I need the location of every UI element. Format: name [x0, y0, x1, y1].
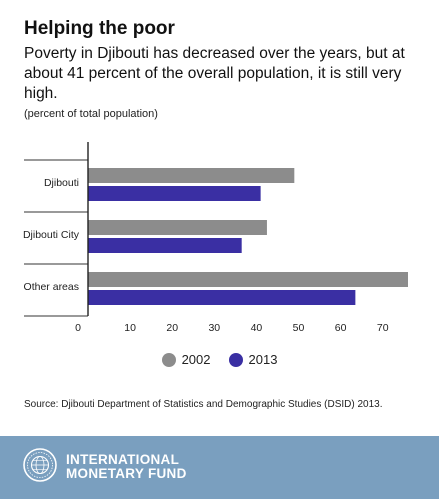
imf-seal-icon	[23, 448, 57, 482]
legend: 2002 2013	[0, 352, 439, 367]
source-note: Source: Djibouti Department of Statistic…	[24, 399, 383, 410]
bar-djibouti-city-2013	[88, 238, 242, 253]
x-tick-label: 0	[75, 322, 81, 334]
imf-name-line-1: INTERNATIONAL	[66, 452, 180, 467]
x-tick-label: 60	[335, 322, 347, 334]
legend-swatch-2002	[161, 352, 176, 367]
x-tick-label: 20	[166, 322, 178, 334]
chart-subtitle: Poverty in Djibouti has decreased over t…	[24, 45, 405, 102]
category-label: Other areas	[24, 281, 79, 293]
unit-note: (percent of total population)	[24, 108, 158, 120]
bar-djibouti-2013	[88, 186, 261, 201]
x-tick-label: 50	[293, 322, 305, 334]
legend-label-2013: 2013	[248, 352, 278, 367]
x-tick-label: 40	[251, 322, 263, 334]
imf-name: INTERNATIONAL MONETARY FUND	[66, 453, 187, 481]
category-label: Djibouti	[44, 177, 79, 189]
bar-djibouti-2002	[88, 168, 295, 183]
imf-footer: INTERNATIONAL MONETARY FUND	[0, 436, 439, 499]
bar-djibouti-city-2002	[88, 220, 267, 235]
bar-other-areas-2002	[88, 272, 408, 287]
chart-title: Helping the poor	[24, 18, 175, 39]
category-label: Djibouti City	[23, 229, 80, 241]
x-tick-label: 30	[208, 322, 220, 334]
imf-name-line-2: MONETARY FUND	[66, 466, 187, 481]
legend-item-2002: 2002	[161, 352, 211, 367]
bar-other-areas-2013	[88, 290, 356, 305]
legend-label-2002: 2002	[181, 352, 211, 367]
legend-item-2013: 2013	[228, 352, 278, 367]
legend-swatch-2013	[228, 352, 243, 367]
bar-chart: Djibouti Djibouti City Other areas 0 10 20 30 4…	[23, 142, 408, 334]
x-tick-label: 70	[377, 322, 389, 334]
x-tick-label: 10	[124, 322, 136, 334]
